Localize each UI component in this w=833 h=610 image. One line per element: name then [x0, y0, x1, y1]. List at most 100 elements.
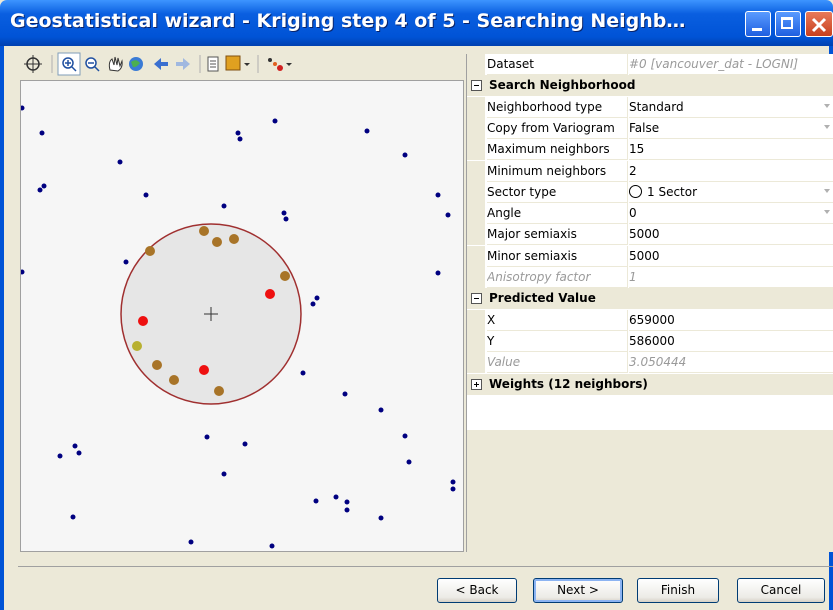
value-text: Standard — [629, 99, 684, 114]
property-value[interactable]: 1 Sector — [629, 182, 833, 203]
property-value[interactable]: 5000 — [629, 246, 833, 267]
sector-icon — [629, 184, 642, 198]
property-row[interactable]: X 659000 — [467, 309, 833, 331]
property-row[interactable]: Value 3.050444 — [467, 352, 833, 374]
value-text: 1 Sector — [647, 184, 698, 199]
dropdown-arrow[interactable] — [824, 210, 830, 215]
pan-tool[interactable] — [108, 56, 123, 72]
section-header[interactable]: Search Neighborhood — [467, 75, 833, 97]
row-gutter — [467, 309, 485, 331]
close-button[interactable] — [805, 11, 833, 37]
property-grid-body: Dataset #0 [vancouver_dat - LOGNI] Search … — [467, 54, 833, 430]
property-value[interactable]: 586000 — [629, 331, 833, 352]
value-text: 3.050444 — [629, 355, 687, 370]
property-row[interactable]: Angle 0 — [467, 203, 833, 225]
property-row[interactable]: Copy from Variogram False — [467, 117, 833, 139]
property-row[interactable]: Neighborhood type Standard — [467, 96, 833, 118]
frame-left — [0, 46, 4, 610]
section-header[interactable]: Weights (12 neighbors) — [467, 373, 833, 395]
property-label: Copy from Variogram — [487, 117, 628, 139]
symbol-tool[interactable] — [268, 58, 292, 71]
layer-tool[interactable] — [225, 55, 250, 71]
property-label: Anisotropy factor — [487, 267, 628, 288]
property-row[interactable]: Minor semiaxis 5000 — [467, 245, 833, 267]
row-gutter — [467, 224, 485, 246]
back-tool[interactable] — [154, 58, 168, 70]
value-text: False — [629, 120, 660, 135]
map-view[interactable] — [19, 80, 464, 552]
maximize-button[interactable] — [775, 11, 801, 37]
neighbor-points — [132, 226, 290, 396]
property-value[interactable]: 2 — [629, 161, 833, 182]
value-text: 659000 — [629, 312, 675, 327]
wizard-button[interactable]: Next > — [533, 578, 623, 603]
row-gutter — [467, 267, 485, 288]
zoom-out-tool[interactable] — [85, 57, 100, 72]
window-title: Geostatistical wizard - Kriging step 4 o… — [10, 10, 686, 32]
table-tool[interactable] — [207, 56, 219, 72]
expander[interactable] — [471, 293, 482, 305]
property-value[interactable]: #0 [vancouver_dat - LOGNI] — [629, 54, 833, 75]
close-icon — [811, 17, 827, 33]
target-tool[interactable] — [24, 55, 42, 73]
value-text: 5000 — [629, 248, 660, 263]
row-gutter — [467, 352, 485, 374]
section-title: Weights (12 neighbors) — [489, 376, 648, 391]
property-label: Y — [487, 330, 628, 352]
property-row[interactable]: Sector type 1 Sector — [467, 181, 833, 203]
wizard-button[interactable]: Cancel — [737, 578, 825, 603]
property-grid: Dataset #0 [vancouver_dat - LOGNI] Search … — [466, 54, 833, 552]
sample-points — [19, 105, 456, 549]
wizard-button[interactable]: Finish — [637, 578, 719, 603]
property-label: Angle — [487, 203, 628, 225]
row-gutter — [467, 117, 485, 139]
map-content — [19, 105, 456, 549]
value-text: 5000 — [629, 227, 660, 242]
value-text: 2 — [629, 163, 637, 178]
property-label: X — [487, 309, 628, 331]
property-label: Maximum neighbors — [487, 139, 628, 161]
prediction-crosshair — [204, 307, 218, 321]
dropdown-arrow[interactable] — [824, 188, 830, 193]
expander[interactable] — [471, 80, 482, 92]
value-text: 0 — [629, 206, 637, 221]
property-row[interactable]: Maximum neighbors 15 — [467, 139, 833, 161]
forward-tool[interactable] — [176, 58, 190, 70]
wizard-button[interactable]: < Back — [437, 578, 517, 603]
property-row[interactable]: Y 586000 — [467, 330, 833, 352]
separator — [18, 566, 833, 567]
property-value[interactable]: False — [629, 118, 833, 139]
row-gutter — [467, 203, 485, 225]
row-gutter — [467, 139, 485, 161]
value-text: 15 — [629, 142, 645, 157]
dropdown-arrow[interactable] — [824, 103, 830, 108]
property-value: 1 — [629, 267, 833, 288]
row-gutter — [467, 330, 485, 352]
property-label: Sector type — [487, 181, 628, 203]
property-label: Neighborhood type — [487, 96, 628, 118]
property-row[interactable]: Dataset #0 [vancouver_dat - LOGNI] — [467, 54, 833, 75]
property-label: Value — [487, 352, 628, 374]
property-row[interactable]: Anisotropy factor 1 — [467, 267, 833, 288]
dropdown-arrow[interactable] — [824, 124, 830, 129]
expander[interactable] — [471, 378, 482, 390]
property-value: 3.050444 — [629, 352, 833, 374]
row-gutter — [467, 54, 485, 75]
property-value[interactable]: 0 — [629, 203, 833, 225]
property-value[interactable]: 5000 — [629, 224, 833, 246]
full-extent-tool[interactable] — [129, 57, 143, 71]
property-row[interactable]: Minimum neighbors 2 — [467, 160, 833, 182]
property-row[interactable]: Major semiaxis 5000 — [467, 224, 833, 246]
map-canvas — [19, 105, 456, 549]
row-gutter — [467, 96, 485, 118]
property-value[interactable]: 15 — [629, 139, 833, 161]
row-gutter — [467, 160, 485, 182]
minimize-button[interactable] — [745, 11, 771, 37]
row-gutter — [467, 181, 485, 203]
value-text: #0 [vancouver_dat - LOGNI] — [629, 57, 799, 71]
section-title: Search Neighborhood — [489, 78, 636, 93]
property-value[interactable]: 659000 — [629, 310, 833, 331]
section-header[interactable]: Predicted Value — [467, 288, 833, 310]
property-label: Minimum neighbors — [487, 160, 628, 182]
property-value[interactable]: Standard — [629, 97, 833, 118]
